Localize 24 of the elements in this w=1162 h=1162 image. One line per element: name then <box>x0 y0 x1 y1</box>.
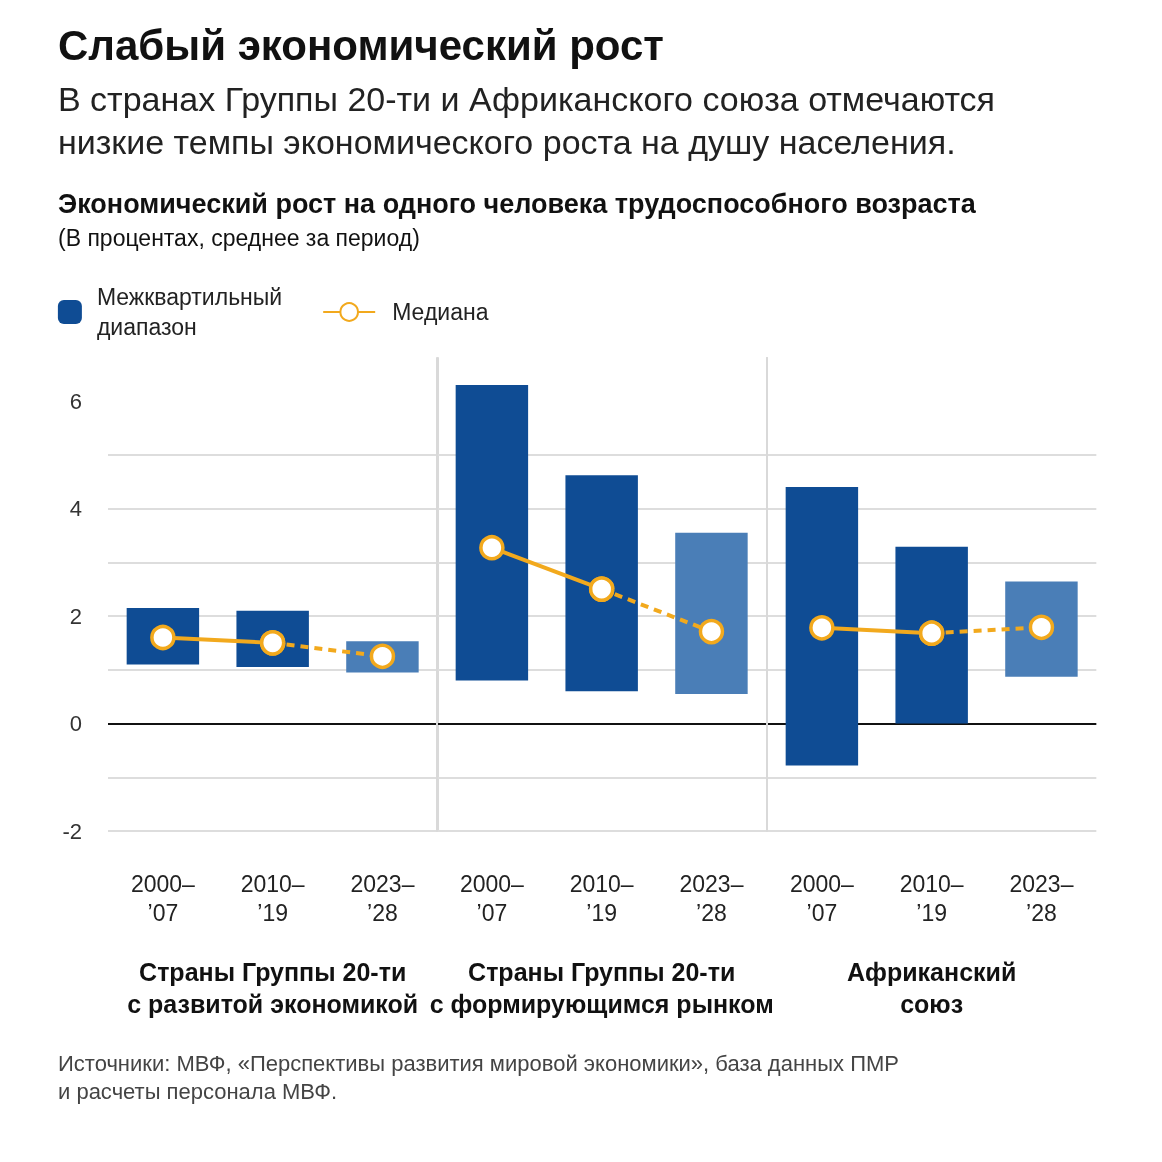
text: В странах Группы 20-ти и Африканского союза отмечаются низкие темпы экономического роста на душу населения. <box>58 79 995 163</box>
y-tick-label: 2 <box>69 603 82 629</box>
x-axis-title: Страны Группы 20-ти с формирующимся рынком <box>429 958 775 1018</box>
x-tick-label: 2000– ’07 <box>789 870 854 926</box>
x-tick-label: 2000– ’07 <box>460 870 525 926</box>
x-tick-label: 2023– ’28 <box>1009 870 1074 926</box>
y-tick-label: 6 <box>69 388 82 414</box>
text: Источники: МВФ, «Перспективы развития мировой экономики», база данных ПМР и расчеты персонала МВФ. <box>58 1050 899 1106</box>
y-tick-label: 4 <box>69 496 82 521</box>
text: (В процентах, среднее за период) <box>58 224 420 253</box>
x-tick-label: 2010– ’19 <box>899 870 964 926</box>
x-axis-title: Страны Группы 20-ти с развитой экономикой <box>127 958 419 1018</box>
x-tick-label: 2010– ’19 <box>570 870 635 926</box>
y-tick-label: -2 <box>62 818 82 844</box>
y-tick-label: 0 <box>69 711 82 736</box>
x-axis-title: Африканский союз <box>846 958 1016 1018</box>
legend-label: Медиана <box>392 299 489 325</box>
x-tick-label: 2023– ’28 <box>679 870 744 926</box>
legend-label: Межквартильный диапазон <box>96 284 283 340</box>
x-tick-label: 2023– ’28 <box>350 870 415 926</box>
x-tick-label: 2000– ’07 <box>130 870 196 926</box>
text: Экономический рост на одного человека трудоспособного возраста <box>58 188 976 221</box>
x-tick-label: 2010– ’19 <box>240 870 305 926</box>
chart-title: Слабый экономический рост <box>58 21 664 71</box>
